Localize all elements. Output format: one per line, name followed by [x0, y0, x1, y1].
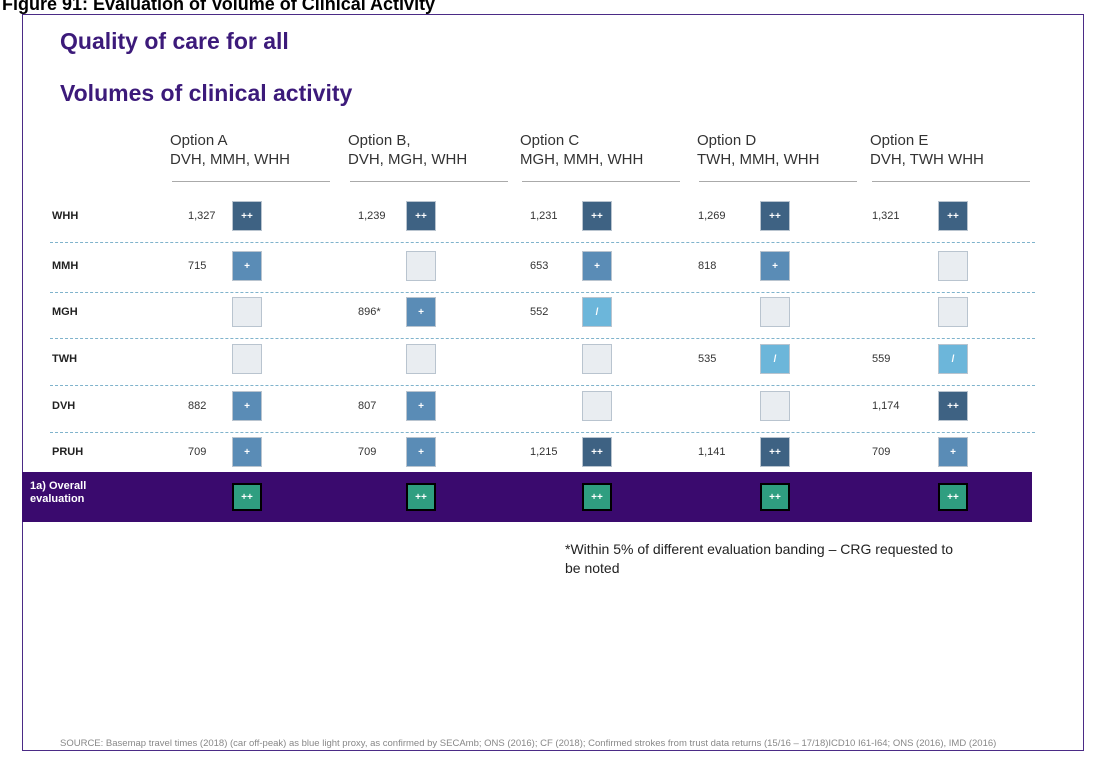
rating-box: ++: [938, 201, 968, 231]
rating-box: [406, 344, 436, 374]
rating-box: [760, 297, 790, 327]
row-label: MGH: [52, 306, 78, 318]
rating-box: /: [760, 344, 790, 374]
slide-title: Quality of care for all: [60, 28, 289, 54]
rating-box: [582, 344, 612, 374]
figure-caption: Figure 91: Evaluation of Volume of Clini…: [2, 0, 436, 14]
rating-box: [760, 391, 790, 421]
cell-value: 1,215: [530, 446, 558, 458]
cell-value: 1,231: [530, 210, 558, 222]
rating-box: ++: [582, 201, 612, 231]
rating-box: ++: [760, 201, 790, 231]
row-divider: [50, 385, 1035, 386]
cell-value: 1,239: [358, 210, 386, 222]
rating-box: ++: [406, 201, 436, 231]
cell-value: 653: [530, 260, 549, 272]
overall-band: [22, 472, 1032, 522]
column-name: Option D: [697, 132, 757, 149]
cell-value: 1,141: [698, 446, 726, 458]
rating-box: +: [938, 437, 968, 467]
column-sites: DVH, MMH, WHH: [170, 151, 290, 168]
cell-value: 709: [188, 446, 207, 458]
slide-frame: [22, 14, 1084, 751]
rating-box: ++: [938, 391, 968, 421]
cell-value: 1,321: [872, 210, 900, 222]
column-underline: [872, 181, 1030, 182]
row-divider: [50, 338, 1035, 339]
cell-value: 896*: [358, 306, 381, 318]
rating-box: ++: [582, 437, 612, 467]
rating-box: +: [406, 437, 436, 467]
rating-box: +: [232, 391, 262, 421]
slide-subtitle: Volumes of clinical activity: [60, 80, 353, 106]
rating-box: [938, 251, 968, 281]
overall-rating: ++: [406, 483, 436, 511]
cell-value: 715: [188, 260, 207, 272]
row-divider: [50, 292, 1035, 293]
rating-box: +: [232, 437, 262, 467]
rating-box: ++: [760, 437, 790, 467]
column-underline: [699, 181, 857, 182]
overall-label: 1a) Overall evaluation: [30, 480, 87, 505]
column-name: Option E: [870, 132, 929, 149]
cell-value: 1,269: [698, 210, 726, 222]
rating-box: [938, 297, 968, 327]
column-underline: [172, 181, 330, 182]
overall-rating: ++: [232, 483, 262, 511]
row-divider: [50, 432, 1035, 433]
row-label: DVH: [52, 400, 76, 412]
column-underline: [350, 181, 508, 182]
cell-value: 709: [358, 446, 377, 458]
row-divider: [50, 242, 1035, 243]
cell-value: 818: [698, 260, 717, 272]
column-sites: DVH, TWH WHH: [870, 151, 984, 168]
column-sites: TWH, MMH, WHH: [697, 151, 820, 168]
rating-box: [232, 344, 262, 374]
cell-value: 559: [872, 353, 891, 365]
row-label: PRUH: [52, 446, 84, 458]
source-note: SOURCE: Basemap travel times (2018) (car…: [60, 738, 997, 749]
overall-rating: ++: [938, 483, 968, 511]
column-sites: DVH, MGH, WHH: [348, 151, 468, 168]
rating-box: +: [760, 251, 790, 281]
overall-rating: ++: [582, 483, 612, 511]
column-name: Option A: [170, 132, 228, 149]
row-label: WHH: [52, 210, 79, 222]
rating-box: +: [582, 251, 612, 281]
cell-value: 1,174: [872, 400, 900, 412]
rating-box: [406, 251, 436, 281]
rating-box: +: [232, 251, 262, 281]
rating-box: +: [406, 391, 436, 421]
row-label: TWH: [52, 353, 78, 365]
rating-box: +: [406, 297, 436, 327]
rating-box: /: [938, 344, 968, 374]
rating-box: [582, 391, 612, 421]
cell-value: 709: [872, 446, 891, 458]
column-underline: [522, 181, 680, 182]
cell-value: 552: [530, 306, 549, 318]
rating-box: [232, 297, 262, 327]
cell-value: 882: [188, 400, 207, 412]
column-name: Option B,: [348, 132, 411, 149]
column-sites: MGH, MMH, WHH: [520, 151, 644, 168]
cell-value: 807: [358, 400, 377, 412]
column-name: Option C: [520, 132, 580, 149]
footnote: *Within 5% of different evaluation bandi…: [565, 541, 954, 576]
rating-box: /: [582, 297, 612, 327]
overall-rating: ++: [760, 483, 790, 511]
cell-value: 535: [698, 353, 717, 365]
rating-box: ++: [232, 201, 262, 231]
row-label: MMH: [52, 260, 79, 272]
cell-value: 1,327: [188, 210, 216, 222]
